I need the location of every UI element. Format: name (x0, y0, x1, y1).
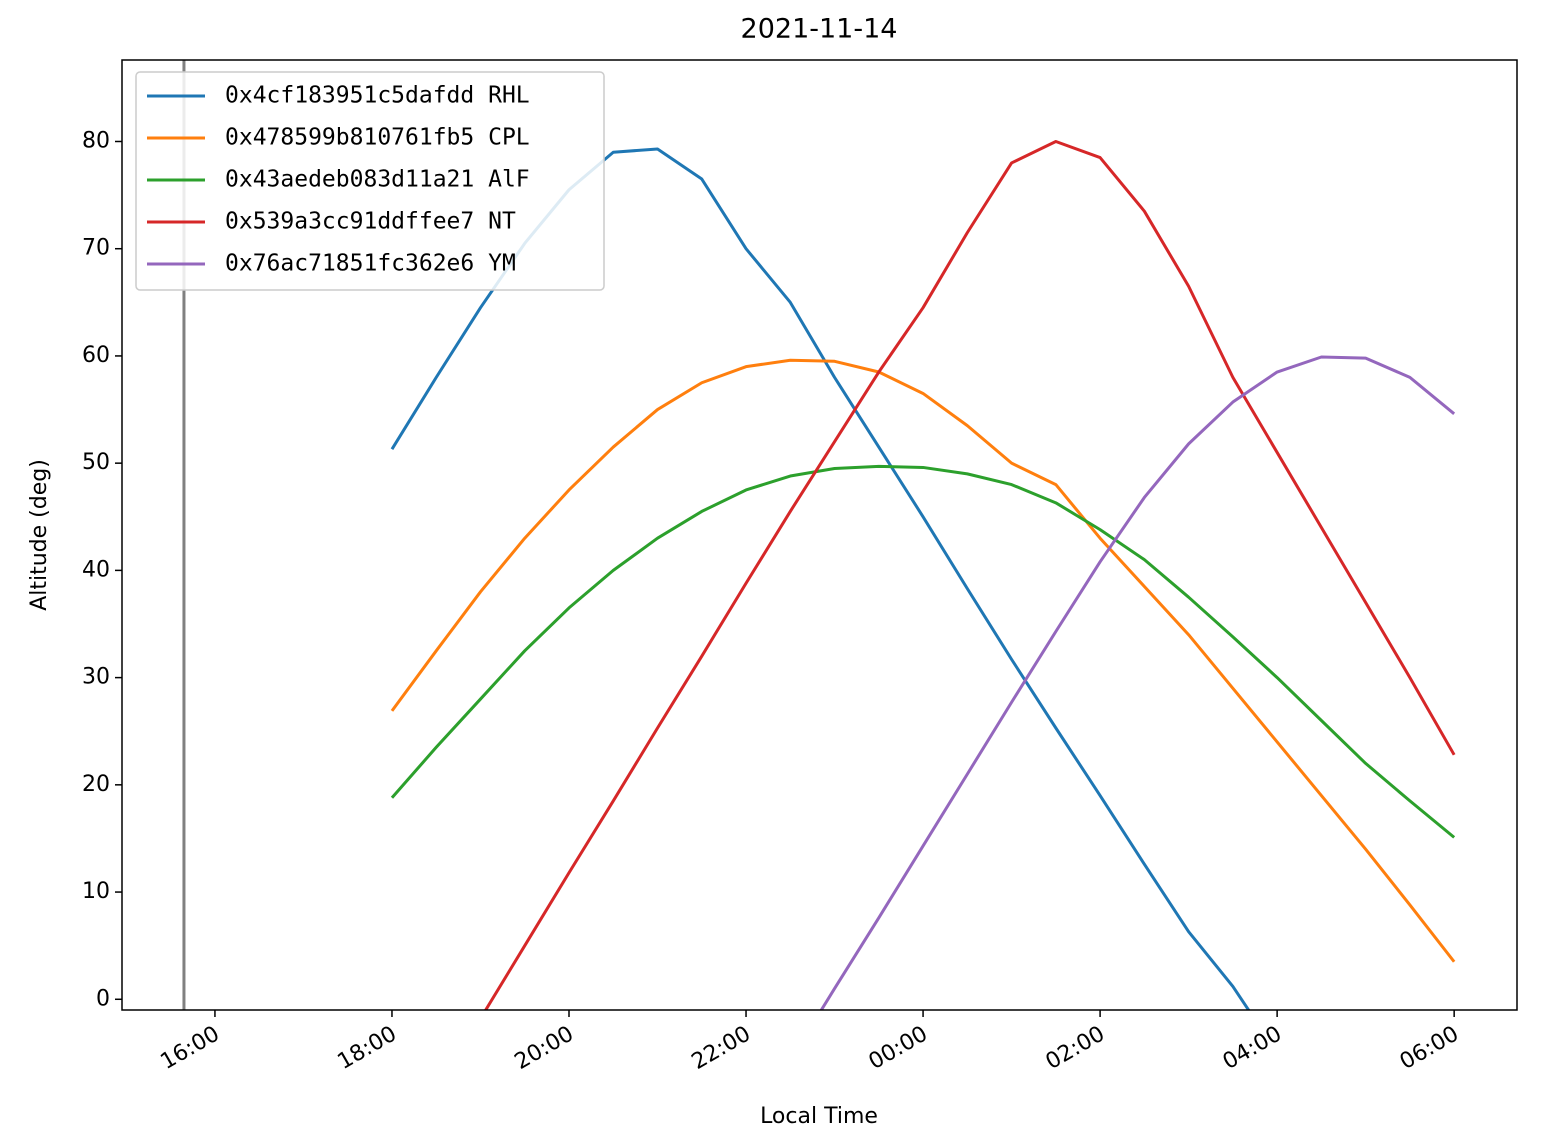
y-tick-label: 0 (96, 986, 110, 1011)
series-line (819, 355, 1456, 1010)
y-tick-label: 50 (82, 450, 110, 475)
y-tick-label: 80 (82, 128, 110, 153)
legend-label: 0x539a3cc91ddffee7 NT (225, 209, 516, 235)
x-tick-label: 22:00 (688, 1022, 755, 1075)
x-tick-label: 04:00 (1219, 1022, 1286, 1075)
legend-box (135, 71, 605, 291)
y-tick-label: 30 (82, 665, 110, 690)
legend-label: 0x4cf183951c5dafdd RHL (225, 83, 530, 109)
legend-label: 0x76ac71851fc362e6 YM (225, 251, 516, 277)
legend-label: 0x43aedeb083d11a21 AlF (225, 167, 530, 193)
plot-frame (121, 59, 1518, 1011)
x-tick-label: 20:00 (511, 1022, 578, 1075)
y-tick-label: 60 (82, 343, 110, 368)
chart-title: 2021-11-14 (741, 14, 898, 45)
x-tick-label: 02:00 (1042, 1022, 1109, 1075)
x-axis-label: Local Time (760, 1104, 878, 1129)
y-tick-label: 20 (82, 772, 110, 797)
x-tick-label: 18:00 (334, 1022, 401, 1075)
series-line (483, 139, 1456, 1010)
y-axis-label: Altitude (deg) (27, 459, 52, 611)
y-tick-label: 40 (82, 557, 110, 582)
series-line (390, 358, 1456, 963)
x-tick-label: 00:00 (865, 1022, 932, 1075)
x-tick-label: 06:00 (1396, 1022, 1463, 1075)
series-line (390, 464, 1456, 839)
y-tick-label: 70 (82, 236, 110, 261)
legend-label: 0x478599b810761fb5 CPL (225, 125, 530, 151)
x-tick-label: 16:00 (157, 1022, 224, 1075)
y-tick-label: 10 (82, 879, 110, 904)
